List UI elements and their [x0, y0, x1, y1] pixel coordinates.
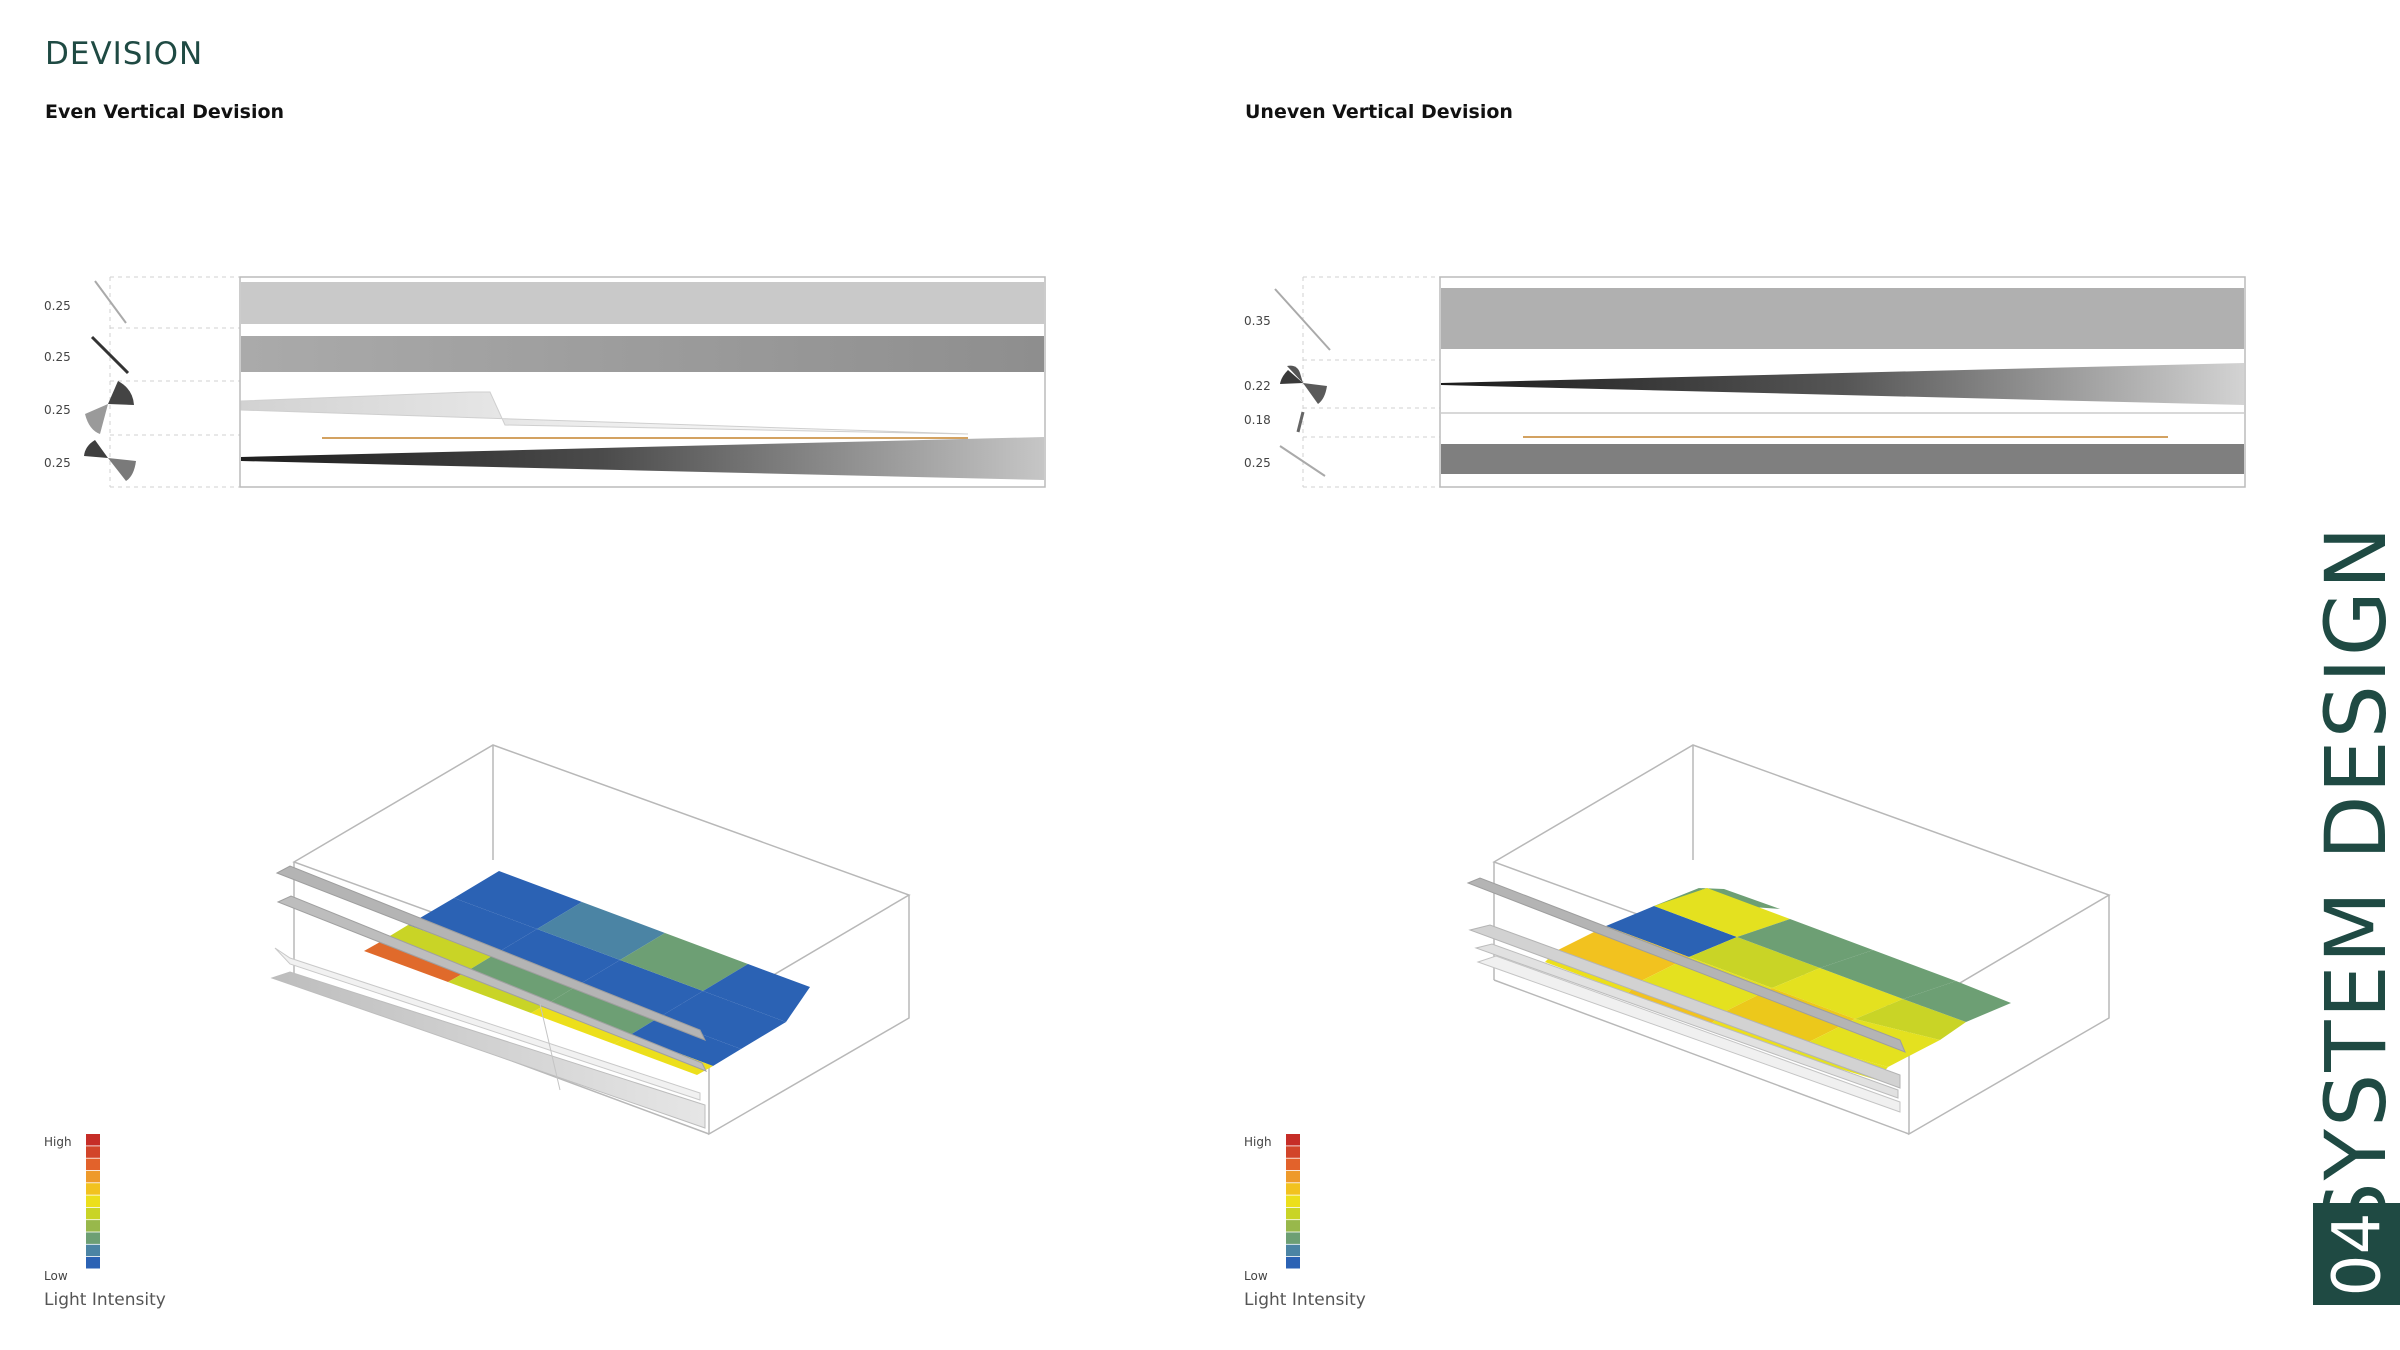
- right-ratio-4: 0.25: [1244, 456, 1271, 470]
- legend-swatch: [86, 1257, 100, 1269]
- left-legend-caption: Light Intensity: [44, 1290, 166, 1310]
- left-axonometric: [270, 744, 911, 1136]
- left-ratio-labels: 0.25 0.25 0.25 0.25: [44, 299, 71, 470]
- left-panel-3: [240, 391, 969, 435]
- legend-swatch: [1286, 1220, 1300, 1232]
- legend-swatch: [86, 1244, 100, 1257]
- right-legend-caption: Light Intensity: [1244, 1290, 1366, 1310]
- right-fin-icons: [1274, 288, 1331, 477]
- left-light-legend: High Low Light Intensity: [44, 1134, 166, 1310]
- right-axonometric: [1466, 744, 2111, 1136]
- section-number: 04: [2317, 1212, 2395, 1296]
- right-light-legend: High Low Light Intensity: [1244, 1134, 1366, 1310]
- left-light-grid: [364, 871, 810, 1075]
- left-panel-4: [241, 437, 1044, 480]
- right-elevation: 0.35 0.22 0.18 0.25: [1244, 276, 2246, 488]
- left-legend-low: Low: [44, 1269, 68, 1283]
- left-legend-high: High: [44, 1135, 72, 1149]
- legend-swatch: [86, 1220, 100, 1232]
- left-ratio-3: 0.25: [44, 403, 71, 417]
- left-fins: [270, 865, 708, 1129]
- section-tab: SYSTEM DESIGN 04: [2307, 0, 2400, 1350]
- legend-swatch: [86, 1158, 100, 1171]
- left-panel-2: [241, 336, 1044, 372]
- legend-swatch: [1286, 1195, 1300, 1207]
- right-legend-high: High: [1244, 1135, 1272, 1149]
- left-elevation: 0.25 0.25 0.25 0.25: [44, 276, 1046, 488]
- right-ratio-2: 0.22: [1244, 379, 1271, 393]
- legend-swatch: [86, 1170, 100, 1183]
- page-title: DEVISION: [45, 36, 204, 72]
- legend-swatch: [1286, 1158, 1300, 1171]
- legend-swatch: [86, 1195, 100, 1207]
- legend-swatch: [86, 1146, 100, 1158]
- legend-swatch: [1286, 1146, 1300, 1158]
- right-legend-scale: [1286, 1134, 1300, 1269]
- left-ratio-2: 0.25: [44, 350, 71, 364]
- right-legend-low: Low: [1244, 1269, 1268, 1283]
- left-fin-icons: [84, 280, 136, 481]
- left-ratio-4: 0.25: [44, 456, 71, 470]
- legend-swatch: [86, 1134, 100, 1146]
- legend-swatch: [1286, 1134, 1300, 1146]
- legend-swatch: [1286, 1232, 1300, 1244]
- section-number-box: 04: [2313, 1203, 2400, 1305]
- legend-swatch: [86, 1183, 100, 1195]
- right-panel-2: [1441, 363, 2244, 405]
- right-ratio-1: 0.35: [1244, 314, 1271, 328]
- right-light-grid: [1545, 888, 2011, 1080]
- right-fins: [1466, 877, 1906, 1113]
- legend-swatch: [1286, 1257, 1300, 1269]
- legend-swatch: [1286, 1170, 1300, 1183]
- section-title: SYSTEM DESIGN: [2307, 524, 2400, 1236]
- legend-swatch: [1286, 1244, 1300, 1257]
- legend-swatch: [86, 1207, 100, 1220]
- left-ratio-1: 0.25: [44, 299, 71, 313]
- legend-swatch: [1286, 1207, 1300, 1220]
- left-heading: Even Vertical Devision: [45, 101, 285, 123]
- right-heading: Uneven Vertical Devision: [1245, 101, 1513, 123]
- right-ratio-labels: 0.35 0.22 0.18 0.25: [1244, 314, 1271, 470]
- legend-swatch: [1286, 1183, 1300, 1195]
- right-panel-1: [1441, 288, 2244, 349]
- legend-swatch: [86, 1232, 100, 1244]
- left-panel-1: [241, 282, 1044, 324]
- right-ratio-3: 0.18: [1244, 413, 1271, 427]
- left-legend-scale: [86, 1134, 100, 1269]
- right-panel-4: [1441, 444, 2244, 474]
